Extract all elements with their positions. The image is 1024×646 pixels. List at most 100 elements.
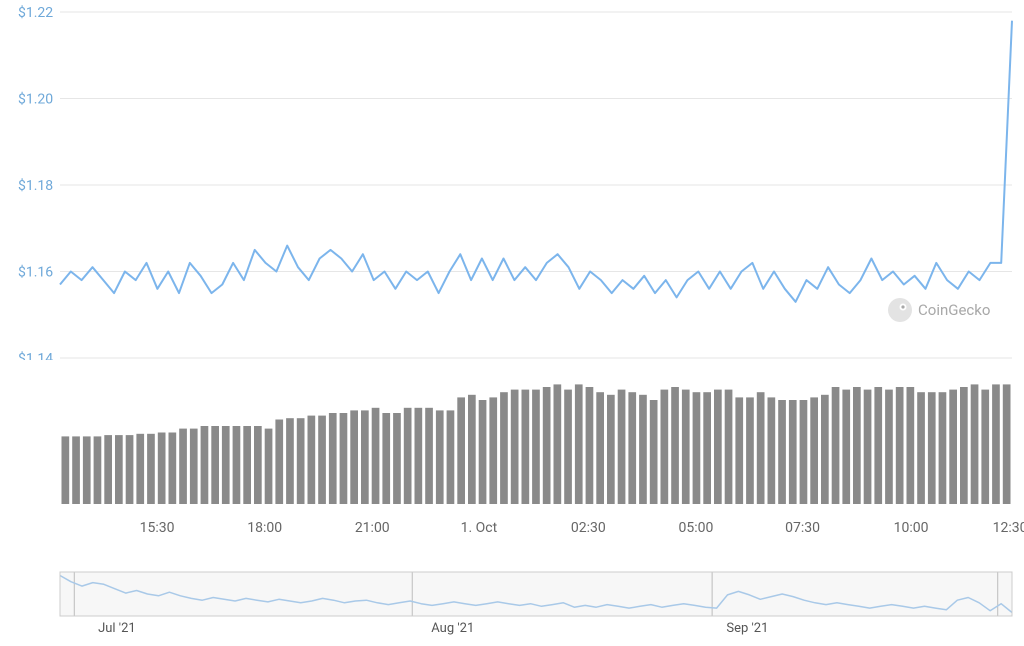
- volume-bar: [511, 390, 519, 504]
- volume-bar: [243, 426, 251, 504]
- volume-bar: [543, 387, 551, 504]
- volume-bar: [628, 392, 636, 504]
- volume-bar: [382, 413, 390, 504]
- chart-container: $1.22$1.20$1.18$1.16$1.14CoinGecko 15:30…: [0, 0, 1024, 646]
- volume-bar: [949, 390, 957, 504]
- volume-bar: [821, 395, 829, 504]
- volume-bar: [436, 410, 444, 504]
- volume-bar: [275, 420, 283, 505]
- navigator-pane[interactable]: Jul '21Aug '21Sep '21: [0, 570, 1024, 640]
- volume-bar: [329, 413, 337, 504]
- price-line: [60, 21, 1012, 302]
- volume-bar: [746, 397, 754, 504]
- price-chart-svg: $1.22$1.20$1.18$1.16$1.14CoinGecko: [0, 0, 1024, 360]
- navigator-label: Jul '21: [98, 621, 136, 636]
- x-axis-label: 12:30: [993, 520, 1024, 536]
- volume-bar: [575, 384, 583, 504]
- volume-bar: [607, 395, 615, 504]
- x-axis-label: 15:30: [140, 520, 175, 536]
- volume-bar: [532, 390, 540, 504]
- price-chart-pane: $1.22$1.20$1.18$1.16$1.14CoinGecko: [0, 0, 1024, 360]
- volume-bar: [971, 384, 979, 504]
- volume-bar: [489, 397, 497, 504]
- volume-bar: [447, 410, 455, 504]
- volume-bar: [874, 387, 882, 504]
- volume-bar: [586, 387, 594, 504]
- x-axis-label: 07:30: [785, 520, 820, 536]
- volume-bar: [415, 408, 423, 504]
- navigator-label: Aug '21: [431, 621, 474, 636]
- volume-bar: [725, 390, 733, 504]
- volume-bar: [564, 390, 572, 504]
- volume-bar: [126, 435, 134, 504]
- volume-bar: [789, 400, 797, 504]
- volume-bar: [286, 418, 294, 504]
- x-axis-label: 21:00: [355, 520, 390, 536]
- coingecko-watermark: CoinGecko: [888, 298, 990, 322]
- watermark-text: CoinGecko: [918, 301, 990, 319]
- volume-bar: [618, 390, 626, 504]
- x-axis-label: 1. Oct: [461, 520, 498, 536]
- volume-bar: [992, 384, 1000, 504]
- volume-bar: [500, 392, 508, 504]
- volume-bar: [639, 395, 647, 504]
- volume-bar: [62, 436, 70, 504]
- volume-bar: [233, 426, 241, 504]
- volume-bar: [350, 410, 358, 504]
- volume-bar: [104, 435, 112, 504]
- volume-bar: [147, 434, 155, 504]
- volume-bar: [372, 408, 380, 504]
- volume-bar: [757, 392, 765, 504]
- volume-bar: [1003, 384, 1011, 504]
- volume-bar: [201, 426, 209, 504]
- volume-chart-pane: 15:3018:0021:001. Oct02:3005:0007:3010:0…: [0, 374, 1024, 534]
- volume-bar: [190, 429, 198, 504]
- volume-bar: [169, 433, 177, 505]
- volume-bar: [800, 400, 808, 504]
- volume-bar: [83, 436, 91, 504]
- volume-bar: [115, 435, 123, 504]
- volume-bar: [703, 392, 711, 504]
- volume-bar: [308, 416, 316, 504]
- y-axis-label: $1.22: [18, 4, 53, 21]
- volume-bar: [778, 400, 786, 504]
- volume-bar: [671, 387, 679, 504]
- volume-bar: [907, 387, 915, 504]
- volume-bar: [72, 436, 80, 504]
- volume-bar: [265, 429, 273, 504]
- volume-bar: [479, 400, 487, 504]
- volume-bar: [810, 397, 818, 504]
- navigator-svg[interactable]: Jul '21Aug '21Sep '21: [0, 570, 1024, 640]
- volume-bar: [254, 426, 262, 504]
- volume-bar: [661, 390, 669, 504]
- volume-bar: [340, 413, 348, 504]
- volume-bar: [917, 392, 925, 504]
- y-axis-label: $1.20: [18, 91, 53, 108]
- volume-bar: [832, 387, 840, 504]
- x-axis-label: 10:00: [894, 520, 929, 536]
- volume-bar: [981, 390, 989, 504]
- volume-bar: [211, 426, 219, 504]
- x-axis-label: 05:00: [678, 520, 713, 536]
- volume-bar: [714, 390, 722, 504]
- volume-bar: [864, 390, 872, 504]
- volume-bar: [650, 400, 658, 504]
- volume-bar: [522, 390, 530, 504]
- volume-bar: [468, 395, 476, 504]
- volume-bar: [768, 397, 776, 504]
- volume-bar: [735, 397, 743, 504]
- volume-bar: [457, 397, 465, 504]
- volume-bar: [693, 392, 701, 504]
- volume-bar: [361, 410, 369, 504]
- volume-bar: [853, 387, 861, 504]
- volume-bar: [554, 384, 562, 504]
- volume-bar: [158, 433, 166, 505]
- volume-bar: [885, 390, 893, 504]
- volume-bar: [318, 416, 326, 504]
- gecko-icon: [888, 298, 912, 322]
- volume-bar: [136, 434, 144, 504]
- volume-bar: [596, 392, 604, 504]
- volume-chart-svg: 15:3018:0021:001. Oct02:3005:0007:3010:0…: [0, 374, 1024, 544]
- navigator-background[interactable]: [60, 572, 1012, 616]
- y-axis-label: $1.18: [18, 177, 53, 194]
